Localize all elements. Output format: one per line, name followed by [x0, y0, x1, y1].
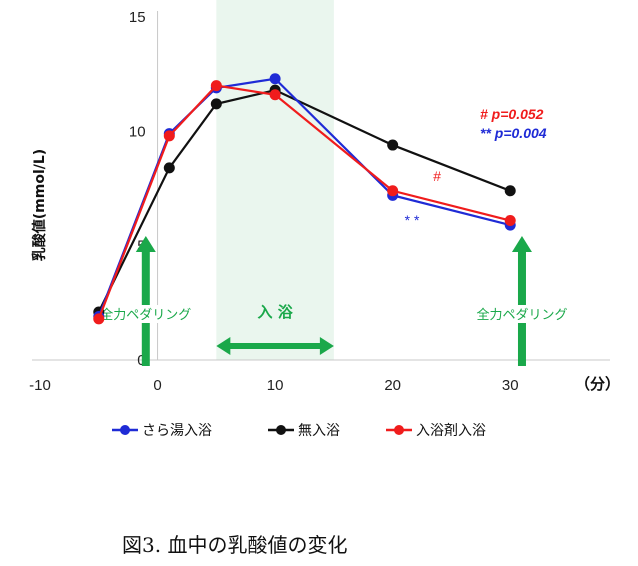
p-value-blue: ** p=0.004 [480, 125, 547, 141]
legend-label-0: さら湯入浴 [142, 422, 212, 439]
legend-marker-1 [276, 425, 286, 435]
y-tick-0: 0 [137, 352, 145, 369]
pedaling-label-bg-1 [473, 305, 571, 323]
legend: さら湯入浴 無入浴 入浴剤入浴 [112, 422, 486, 439]
figure-caption: 図3. 血中の乳酸値の変化 [122, 533, 347, 557]
pedaling-arrow-head-1 [511, 236, 532, 252]
x-tick-labels: -10 0 10 20 30 [29, 377, 518, 394]
bath-arrow-shaft [228, 343, 322, 349]
bath-arrow-head-right [319, 337, 334, 355]
legend-marker-2 [394, 425, 404, 435]
x-tick--10: -10 [29, 377, 51, 394]
p-value-red: # p=0.052 [480, 106, 544, 122]
series-0-point-3 [269, 73, 281, 85]
pedaling-arrow-head-0 [135, 236, 156, 252]
series-lines [93, 73, 516, 325]
series-2-point-1 [163, 130, 175, 142]
y-tick-10: 10 [129, 123, 146, 140]
series-1-point-4 [387, 139, 399, 151]
legend-marker-0 [120, 425, 130, 435]
x-tick-30: 30 [502, 377, 519, 394]
series-1-point-5 [504, 185, 516, 197]
x-tick-0: 0 [153, 377, 161, 394]
series-2-point-3 [269, 89, 281, 101]
legend-label-1: 無入浴 [298, 423, 340, 439]
series-2-point-4 [387, 185, 399, 197]
pedaling-arrows: 全力ペダリング 全力ペダリング [97, 236, 571, 366]
legend-label-2: 入浴剤入浴 [416, 423, 486, 439]
series-line-1 [97, 89, 511, 313]
pedaling-label-1: 全力ペダリング [476, 307, 567, 323]
x-tick-10: 10 [267, 377, 284, 394]
series-2-point-2 [210, 80, 222, 92]
series-2-point-0 [93, 313, 105, 325]
x-tick-20: 20 [384, 377, 401, 394]
series-1-point-1 [163, 162, 175, 174]
series-line-2 [97, 84, 511, 320]
series-1-point-2 [210, 98, 222, 110]
significance-mark-red: # [433, 168, 441, 184]
bath-period-label: 入 浴 [257, 303, 293, 321]
pedaling-label-0: 全力ペダリング [100, 307, 191, 323]
bath-period-arrow [216, 337, 334, 355]
y-axis-label: 乳酸値(mmol/L) [31, 149, 48, 261]
bath-period-band [216, 0, 334, 360]
bath-arrow-head-left [216, 337, 231, 355]
pedaling-label-bg-0 [97, 305, 195, 323]
significance-mark-blue: * * [404, 212, 419, 228]
y-tick-15: 15 [129, 9, 146, 26]
x-axis-unit: （分） [575, 375, 620, 393]
series-2-point-5 [504, 215, 516, 227]
